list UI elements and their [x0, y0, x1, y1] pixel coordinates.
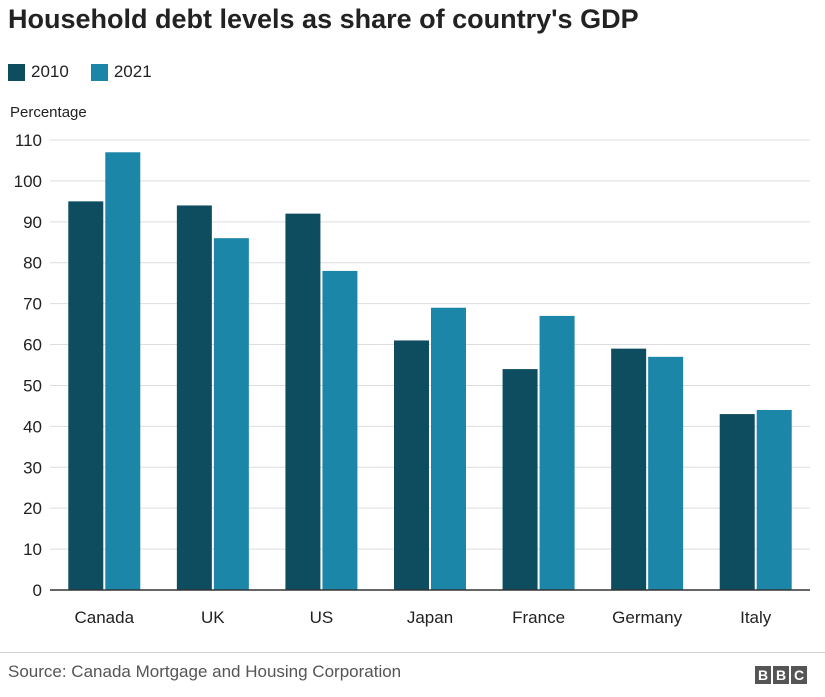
bar-2010-germany [611, 348, 647, 590]
bar-2010-italy [719, 414, 755, 590]
bar-2021-italy [756, 410, 792, 590]
x-tick-label: US [310, 608, 334, 627]
legend-swatch-2010 [8, 63, 25, 81]
x-tick-labels: Canada UK US Japan France Germany Italy [75, 608, 772, 627]
y-tick-label: 90 [23, 213, 42, 232]
legend-label-2010: 2010 [31, 62, 69, 81]
bar-2010-us [285, 213, 321, 591]
y-tick-label: 10 [23, 540, 42, 559]
y-tick-label: 60 [23, 336, 42, 355]
bars [68, 152, 792, 591]
x-tick-label: UK [201, 608, 225, 627]
x-tick-label: France [512, 608, 565, 627]
legend-swatch-2021 [90, 63, 108, 81]
bbc-logo: B B C [753, 666, 807, 684]
y-axis-label: Percentage [10, 104, 87, 121]
x-tick-label: Germany [612, 608, 682, 627]
legend: 2010 2021 [8, 62, 174, 82]
y-tick-label: 40 [23, 417, 42, 436]
bar-2021-uk [213, 238, 249, 590]
y-tick-label: 50 [23, 376, 42, 395]
bbc-logo-letter: B [773, 666, 789, 684]
legend-item-2010: 2010 [8, 62, 69, 82]
x-tick-label: Italy [740, 608, 772, 627]
y-tick-labels: 0 10 20 30 40 50 60 70 80 90 100 110 [14, 131, 42, 600]
x-tick-label: Japan [407, 608, 453, 627]
bbc-logo-letter: C [791, 666, 807, 684]
bar-2010-france [502, 369, 538, 590]
y-tick-label: 110 [15, 131, 42, 150]
legend-item-2021: 2021 [90, 62, 152, 82]
gridlines [50, 139, 810, 550]
bar-2010-uk [176, 205, 212, 591]
bar-2010-canada [68, 201, 104, 590]
y-tick-label: 20 [23, 499, 42, 518]
footer-divider [0, 652, 825, 653]
bar-2021-japan [431, 307, 466, 590]
source-note: Source: Canada Mortgage and Housing Corp… [8, 662, 402, 681]
chart-title: Household debt levels as share of countr… [8, 4, 639, 34]
x-tick-label: Canada [75, 608, 135, 627]
bar-2021-us [322, 270, 358, 590]
y-tick-label: 0 [33, 581, 42, 600]
bar-2021-canada [105, 152, 141, 591]
bar-2021-germany [648, 356, 684, 590]
bar-2010-japan [394, 340, 429, 590]
y-tick-label: 80 [23, 254, 42, 273]
y-tick-label: 100 [14, 172, 42, 191]
y-tick-label: 70 [23, 295, 42, 314]
bbc-logo-letter: B [755, 666, 771, 684]
bar-2021-france [539, 315, 575, 590]
y-tick-label: 30 [23, 458, 42, 477]
legend-label-2021: 2021 [113, 62, 152, 81]
bar-chart: Percentage 0 10 20 30 40 50 60 70 80 90 100 110 Can… [10, 104, 810, 627]
